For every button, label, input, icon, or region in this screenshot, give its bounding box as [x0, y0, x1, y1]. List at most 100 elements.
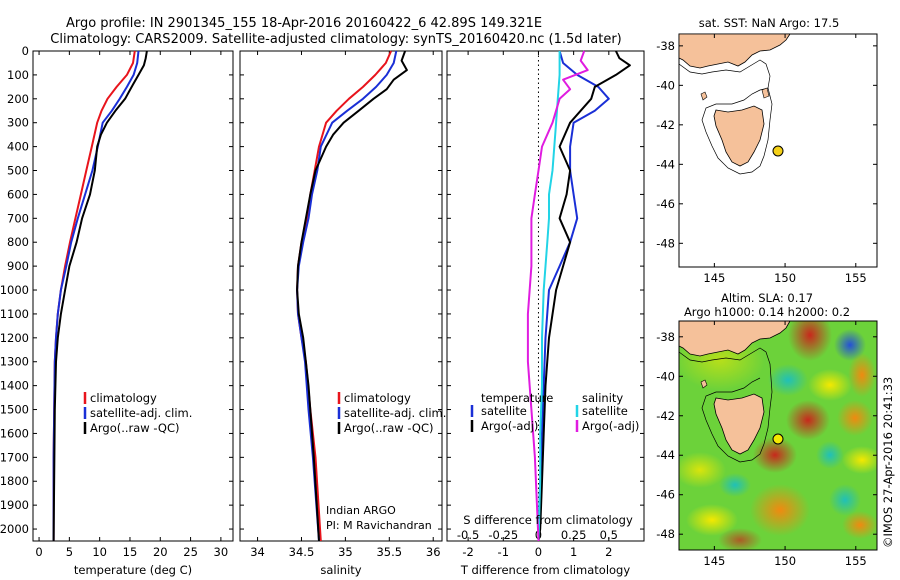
- mainland-australia: [678, 33, 791, 69]
- sla-map-title-line2: Argo h1000: 0.14 h2000: 0.2: [684, 305, 850, 319]
- x-tick-label: 30: [214, 545, 229, 559]
- series-line-argo-raw-qc-: [52, 50, 148, 542]
- lat-tick-label: -44: [656, 448, 675, 462]
- lat-tick-label: -46: [656, 488, 675, 502]
- depth-tick-label: 2000: [0, 522, 29, 536]
- x-tick-label: -1: [498, 545, 509, 559]
- shelf-contour-south: [701, 87, 773, 175]
- figure-title-line1: Argo profile: IN 2901345_155 18-Apr-2016…: [66, 16, 542, 31]
- shelf-contour-north: [678, 59, 771, 89]
- depth-tick-label: 800: [7, 235, 29, 249]
- legend-label-satellite: satellite-adj. clim.: [344, 406, 446, 420]
- depth-tick-label: 1300: [0, 355, 29, 369]
- legend-label-climatology: climatology: [90, 391, 157, 405]
- lat-tick-label: -48: [656, 527, 675, 541]
- x-axis-label: T difference from climatology: [460, 563, 631, 577]
- legend-label-climatology: climatology: [344, 391, 411, 405]
- figure-title-line2: Climatology: CARS2009. Satellite-adjuste…: [50, 32, 622, 47]
- plot-frame: [446, 50, 645, 542]
- legend-label-t-satellite: satellite: [481, 404, 527, 418]
- tasmania: [713, 393, 765, 455]
- king-island: [700, 379, 708, 389]
- x-tick-label: 36: [426, 545, 441, 559]
- series-line-t-satellite: [537, 50, 610, 541]
- lat-tick-label: -46: [656, 197, 675, 211]
- s-tick-label: 0.25: [561, 528, 587, 542]
- x-axis-label: salinity: [320, 563, 361, 577]
- difference-profile-panel: -2 -1 0 1 2 T difference from climatology -0.5…: [446, 50, 645, 577]
- depth-tick-label: 1000: [0, 283, 29, 297]
- depth-tick-label: 400: [7, 140, 29, 154]
- depth-tick-label: 1400: [0, 379, 29, 393]
- legend-label-s-argo: Argo(-adj): [582, 419, 639, 433]
- lat-tick-label: -44: [656, 157, 675, 171]
- salinity-legend: climatology satellite-adj. clim. Argo(..…: [337, 391, 446, 435]
- pi-annotation-line1: Indian ARGO: [326, 504, 396, 517]
- sla-map-title-line1: Altim. SLA: 0.17: [721, 291, 813, 305]
- sla-blob: [829, 484, 861, 516]
- depth-tick-label: 1700: [0, 450, 29, 464]
- depth-tick-label: 1500: [0, 403, 29, 417]
- imos-watermark: ©IMOS 27-Apr-2016 20:41:33: [881, 377, 895, 548]
- lat-tick-label: -42: [656, 118, 675, 132]
- x-tick-label: 0: [535, 545, 542, 559]
- x-tick-label: 15: [123, 545, 138, 559]
- sla-blob: [842, 446, 877, 474]
- sla-blob: [788, 321, 832, 361]
- s-difference-axis-label: S difference from climatology: [463, 513, 633, 527]
- x-tick-label: 34.5: [289, 545, 315, 559]
- x-tick-label: 35.5: [376, 545, 402, 559]
- lat-tick-label: -48: [656, 236, 675, 250]
- s-tick-label: -0.5: [457, 528, 479, 542]
- plot-frame: [32, 50, 234, 542]
- x-tick-label: 0: [35, 545, 42, 559]
- x-axis-label: temperature (deg C): [74, 563, 192, 577]
- sla-blob: [718, 528, 762, 550]
- depth-tick-label: 700: [7, 211, 29, 225]
- series-line-t-argo-adj-: [537, 50, 631, 542]
- sla-blob: [834, 329, 866, 361]
- sla-blob: [848, 353, 876, 397]
- flinders-island: [761, 87, 770, 99]
- sla-map-frame: [678, 320, 878, 551]
- depth-tick-label: 1800: [0, 474, 29, 488]
- sla-blob: [816, 441, 844, 469]
- depth-tick-label: 600: [7, 187, 29, 201]
- mainland-australia: [678, 320, 791, 357]
- x-tick-label: 34: [250, 545, 265, 559]
- sla-blob: [786, 400, 830, 440]
- sla-blob: [719, 473, 751, 497]
- temperature-profile-panel: 0100200300400500600700800900100011001200…: [0, 44, 234, 577]
- lon-tick-label: 150: [774, 271, 796, 285]
- argo-float-marker-sst: [772, 145, 784, 157]
- lon-tick-label: 150: [774, 554, 796, 568]
- salinity-profile-panel: 34 34.5 35 35.5 36 salinity: [239, 50, 443, 577]
- lat-tick-label: -40: [656, 369, 675, 383]
- legend-title-salinity: salinity: [582, 391, 623, 405]
- king-island: [700, 91, 708, 101]
- depth-tick-label: 200: [7, 92, 29, 106]
- depth-tick-label: 100: [7, 68, 29, 82]
- sla-blob: [768, 364, 808, 396]
- depth-tick-label: 1100: [0, 307, 29, 321]
- depth-tick-label: 1600: [0, 426, 29, 440]
- sla-anomaly-field: [679, 321, 877, 550]
- legend-label-s-satellite: satellite: [582, 404, 628, 418]
- s-tick-label: 0.5: [600, 528, 618, 542]
- sla-map-axes: 145 150 155 -38 -40 -42 -44 -46 -48: [656, 321, 877, 568]
- legend-label-argo: Argo(..raw -QC): [344, 421, 434, 435]
- sst-map: 145 150 155 -38 -40 -42 -44 -46 -48: [656, 33, 878, 285]
- x-tick-label: 25: [183, 545, 198, 559]
- x-tick-label: 35: [338, 545, 353, 559]
- pi-annotation-line2: PI: M Ravichandran: [326, 519, 432, 532]
- x-tick-label: 20: [153, 545, 168, 559]
- series-line-s-argo-adj-: [526, 50, 589, 542]
- legend-label-t-argo: Argo(-adj): [481, 419, 538, 433]
- lat-tick-label: -38: [656, 330, 675, 344]
- sla-map: 145 150 155 -38 -40 -42 -44 -46 -48: [656, 320, 878, 568]
- s-tick-label: -0.25: [488, 528, 518, 542]
- x-tick-label: 5: [66, 545, 73, 559]
- sst-map-title: sat. SST: NaN Argo: 17.5: [699, 16, 840, 30]
- depth-tick-label: 1900: [0, 498, 29, 512]
